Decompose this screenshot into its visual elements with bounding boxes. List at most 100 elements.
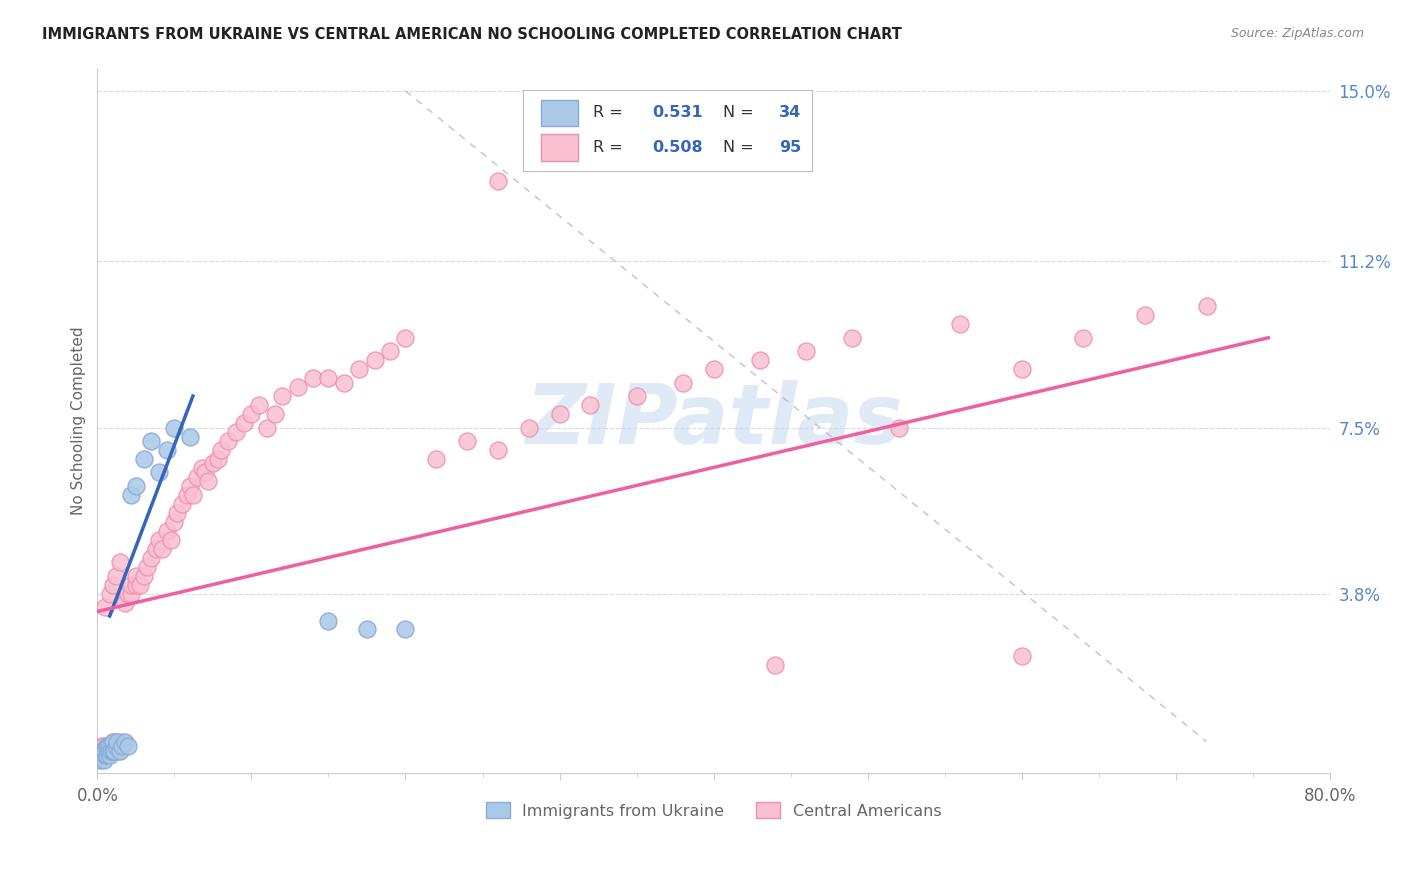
Point [108,744,131,758]
Point [91,748,114,763]
Point [794,344,817,359]
Point [1133,309,1156,323]
Text: Source: ZipAtlas.com: Source: ZipAtlas.com [1230,27,1364,40]
Point [486,442,509,457]
Point [98,748,121,763]
Point [163,420,186,434]
Point [91,739,114,754]
Point [232,416,254,430]
Point [97,744,120,758]
Point [197,475,219,489]
Point [132,568,155,582]
Point [363,353,385,368]
Point [110,739,132,754]
Point [626,389,648,403]
Point [114,734,136,748]
Point [94,600,117,615]
Point [96,744,118,758]
Point [378,344,401,359]
Text: N =: N = [724,105,754,120]
Point [129,577,152,591]
Point [117,739,139,754]
Point [96,739,118,754]
Point [1195,299,1218,313]
Y-axis label: No Schooling Completed: No Schooling Completed [72,326,86,515]
Point [394,331,416,345]
Point [111,739,134,754]
Point [94,748,117,763]
Point [179,429,201,443]
Point [263,407,285,421]
Text: IMMIGRANTS FROM UKRAINE VS CENTRAL AMERICAN NO SCHOOLING COMPLETED CORRELATION C: IMMIGRANTS FROM UKRAINE VS CENTRAL AMERI… [42,27,903,42]
Point [110,744,132,758]
Point [110,555,132,569]
Point [287,380,309,394]
Point [841,331,863,345]
Point [156,524,179,538]
Point [111,734,134,748]
Point [101,577,124,591]
Point [135,559,157,574]
Point [125,568,148,582]
Point [548,407,571,421]
Point [302,371,325,385]
Point [763,658,786,673]
Point [148,466,170,480]
Point [181,488,204,502]
Point [887,420,910,434]
Point [120,586,142,600]
Text: ZIPatlas: ZIPatlas [524,380,903,461]
Point [209,442,232,457]
Point [333,376,356,390]
Point [240,407,263,421]
FancyBboxPatch shape [523,90,813,170]
Text: R =: R = [593,105,623,120]
Point [105,734,128,748]
FancyBboxPatch shape [541,134,578,161]
Point [104,568,127,582]
Point [105,734,128,748]
Point [101,739,124,754]
Point [103,744,125,758]
Point [93,744,115,758]
Point [94,748,117,763]
Point [247,398,270,412]
Text: 0.531: 0.531 [652,105,703,120]
Point [176,488,198,502]
Point [191,461,214,475]
Point [172,497,194,511]
Point [517,420,540,434]
Point [163,515,186,529]
Point [748,353,770,368]
Point [150,541,173,556]
Point [486,174,509,188]
Point [125,577,148,591]
Text: N =: N = [724,140,754,155]
Point [101,734,124,748]
Point [100,744,122,758]
Point [141,434,163,448]
Point [179,479,201,493]
Text: R =: R = [593,140,623,155]
Point [104,739,127,754]
Point [94,744,117,758]
Point [97,739,120,754]
Point [186,470,208,484]
Point [1011,649,1033,664]
FancyBboxPatch shape [541,100,578,127]
Point [394,623,416,637]
Point [98,739,121,754]
Point [120,577,142,591]
Point [145,541,167,556]
Point [91,744,114,758]
Point [132,452,155,467]
Point [96,739,118,754]
Point [356,623,378,637]
Point [318,614,340,628]
Point [1073,331,1095,345]
Point [125,479,148,493]
Text: 0.508: 0.508 [652,140,703,155]
Point [103,744,125,758]
Point [166,506,188,520]
Point [91,748,114,763]
